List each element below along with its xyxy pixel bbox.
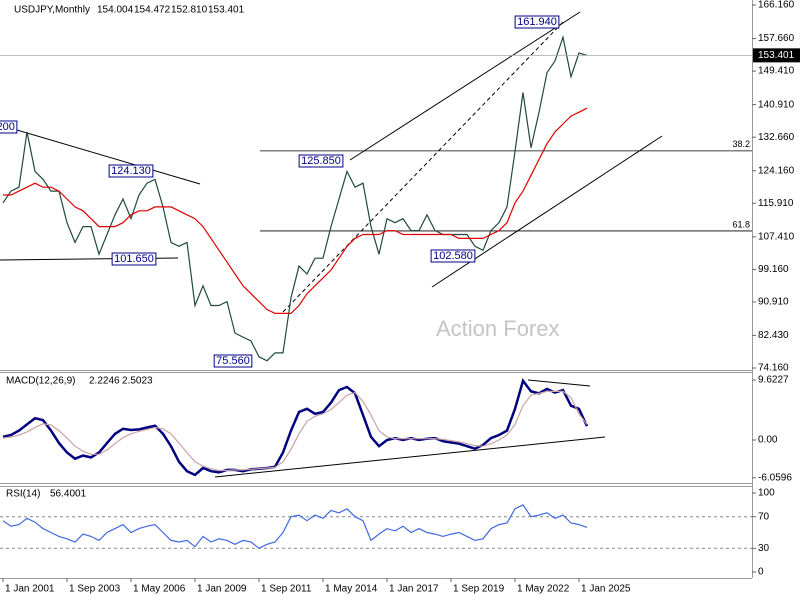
- y-tick-label: 82.430: [758, 330, 789, 341]
- annotation-box: [213, 354, 253, 368]
- annotation: 125.850: [298, 154, 344, 168]
- fib-label: 61.8: [732, 219, 750, 229]
- ohlc-open: 154.004: [97, 5, 134, 16]
- y-tick-label: 157.660: [758, 33, 795, 44]
- x-tick-label: 1 Sep 2003: [69, 584, 121, 595]
- series-line: [2, 34, 588, 362]
- x-tick-label: 1 Sep 2019: [453, 584, 505, 595]
- ohlc-high: 154.472: [134, 5, 171, 16]
- annotation: 75.560: [213, 354, 253, 368]
- trend-line: [349, 11, 581, 161]
- last-price-label: 153.401: [758, 50, 795, 61]
- fib-label: 38.2: [732, 139, 750, 149]
- annotation-label: 125.850: [301, 155, 341, 167]
- y-tick-label: 115.910: [758, 198, 794, 209]
- y-tick-label: 140.910: [758, 99, 795, 110]
- macd-readout: 2.2246: [89, 376, 120, 387]
- annotation-label: 75.560: [216, 355, 250, 367]
- x-tick-label: 1 Jan 2009: [197, 584, 247, 595]
- annotation: 124.130: [108, 164, 154, 178]
- y-tick-label: 107.410: [758, 231, 795, 242]
- watermark: Action Forex: [436, 316, 560, 341]
- macd-title: MACD(12,26,9): [6, 376, 75, 387]
- x-tick-label: 1 Jan 2025: [581, 584, 631, 595]
- series-line: [3, 107, 588, 314]
- y-tick-label: 149.410: [758, 66, 795, 77]
- ohlc-close: 153.401: [208, 5, 245, 16]
- x-tick-label: 1 May 2006: [133, 584, 186, 595]
- trend-line: [0, 124, 201, 185]
- series-line: [2, 504, 588, 550]
- y-tick-label: 124.160: [758, 165, 795, 176]
- x-tick-label: 1 Jan 2017: [389, 584, 439, 595]
- annotation-label: 101.650: [114, 253, 154, 265]
- y-tick-label: 0: [758, 567, 764, 578]
- annotation-label: 102.580: [433, 250, 473, 262]
- x-tick-label: 1 Jan 2001: [5, 584, 55, 595]
- annotation-box: [514, 15, 560, 29]
- y-tick-label: 99.160: [758, 264, 789, 275]
- y-tick-label: 132.660: [758, 132, 795, 143]
- series-line: [2, 390, 588, 472]
- annotation-box: [430, 249, 476, 263]
- rsi-readout: 56.4001: [50, 489, 87, 500]
- rsi-title: RSI(14): [6, 489, 40, 500]
- signal-readout: 2.5023: [122, 376, 153, 387]
- annotation-label: 161.940: [517, 16, 557, 28]
- trend-line: [527, 379, 591, 387]
- last-price-box: [753, 48, 800, 63]
- annotation: 102.580: [430, 249, 476, 263]
- annotation: 161.940: [514, 15, 560, 29]
- ohlc-low: 152.810: [171, 5, 208, 16]
- trend-line: [214, 436, 606, 478]
- y-tick-label: 166.160: [758, 0, 795, 11]
- annotation-box: [0, 120, 18, 134]
- annotation: 101.650: [111, 252, 157, 266]
- annotation-box: [108, 164, 154, 178]
- y-tick-label: 70: [758, 511, 770, 522]
- y-tick-label: 74.160: [758, 363, 789, 374]
- y-tick-label: 9.6227: [758, 375, 789, 386]
- annotation-label: 124.130: [111, 165, 151, 177]
- x-tick-label: 1 May 2022: [517, 584, 570, 595]
- annotation-box: [111, 252, 157, 266]
- annotation: 135.200: [0, 120, 18, 134]
- annotation-box: [298, 154, 344, 168]
- x-tick-label: 1 May 2014: [325, 584, 378, 595]
- annotation-label: 135.200: [0, 121, 15, 133]
- y-tick-label: 90.910: [758, 297, 789, 308]
- series-line: [2, 378, 589, 477]
- y-tick-label: 100: [758, 488, 775, 499]
- trend-line: [282, 19, 566, 313]
- symbol-title: USDJPY,Monthly: [14, 5, 90, 16]
- y-tick-label: -6.0596: [758, 472, 792, 483]
- trend-lines: [0, 11, 663, 478]
- y-tick-label: 30: [758, 543, 770, 554]
- x-tick-label: 1 Sep 2011: [261, 584, 312, 595]
- y-tick-label: 0.00: [758, 435, 778, 446]
